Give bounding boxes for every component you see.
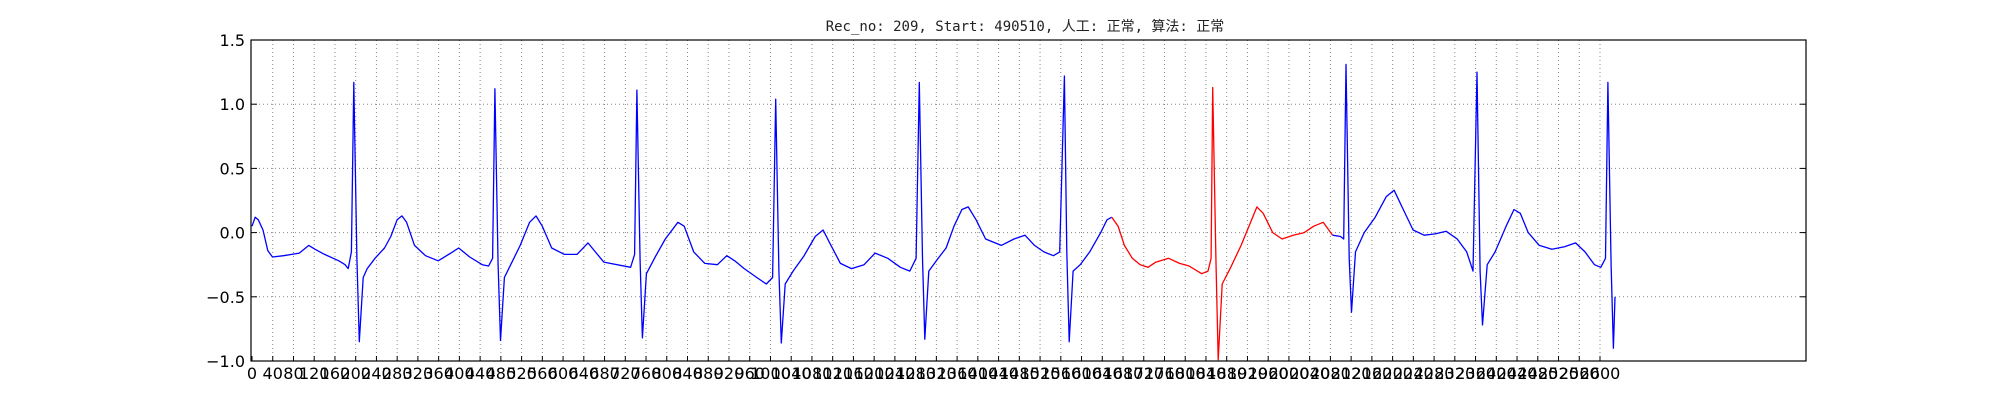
x-tick-label: 2080 bbox=[1310, 364, 1351, 383]
x-tick-label: 2280 bbox=[1414, 364, 1455, 383]
x-tick-label: 1760 bbox=[1144, 364, 1185, 383]
chart-title: Rec_no: 209, Start: 490510, 人工: 正常, 算法: … bbox=[826, 19, 1225, 35]
ecg-segment bbox=[251, 75, 1113, 344]
x-tick-label: 160 bbox=[320, 364, 351, 383]
x-tick-label: 480 bbox=[486, 364, 517, 383]
y-tick-label: 0.0 bbox=[220, 224, 245, 243]
ecg-segment-highlighted bbox=[1111, 86, 1334, 361]
y-tick-label: 0.5 bbox=[220, 159, 245, 178]
x-tick-label: 1480 bbox=[999, 364, 1040, 383]
x-tick-label: 800 bbox=[651, 364, 682, 383]
grid bbox=[251, 40, 1806, 361]
x-tick-label: 320 bbox=[403, 364, 434, 383]
x-tick-label: 1520 bbox=[1020, 364, 1061, 383]
x-tick-label: 2240 bbox=[1393, 364, 1434, 383]
x-tick-label: 1600 bbox=[1061, 364, 1102, 383]
x-tick-label: 880 bbox=[693, 364, 724, 383]
x-tick-label: 680 bbox=[589, 364, 620, 383]
x-tick-label: 1080 bbox=[792, 364, 833, 383]
x-tick-label: 920 bbox=[714, 364, 745, 383]
x-tick-label: 1960 bbox=[1248, 364, 1289, 383]
x-tick-label: 1920 bbox=[1227, 364, 1268, 383]
x-axis: 0 40 8012016020024028032036040044048052056… bbox=[247, 356, 1620, 383]
x-tick-label: 280 bbox=[382, 364, 413, 383]
x-tick-label: 1560 bbox=[1040, 364, 1081, 383]
x-tick-label: 2320 bbox=[1434, 364, 1475, 383]
x-tick-label: 360 bbox=[423, 364, 454, 383]
y-tick-label: −1.0 bbox=[206, 352, 245, 371]
x-tick-label: 2160 bbox=[1352, 364, 1393, 383]
ecg-segment bbox=[1332, 63, 1616, 349]
x-tick-label: 1720 bbox=[1123, 364, 1164, 383]
x-tick-label: 2040 bbox=[1289, 364, 1330, 383]
x-tick-label: 1320 bbox=[916, 364, 957, 383]
x-tick-label: 1840 bbox=[1186, 364, 1227, 383]
y-tick-label: 1.5 bbox=[220, 31, 245, 50]
x-tick-label: 1040 bbox=[771, 364, 812, 383]
x-tick-label: 1240 bbox=[875, 364, 916, 383]
x-tick-label: 2520 bbox=[1538, 364, 1579, 383]
x-tick-label: 2600 bbox=[1580, 364, 1621, 383]
x-tick-label: 240 bbox=[361, 364, 392, 383]
x-tick-label: 1160 bbox=[833, 364, 874, 383]
x-tick-label: 1640 bbox=[1082, 364, 1123, 383]
x-tick-label: 1400 bbox=[957, 364, 998, 383]
x-tick-label: 2480 bbox=[1517, 364, 1558, 383]
x-tick-label: 720 bbox=[610, 364, 641, 383]
x-tick-label: 120 bbox=[299, 364, 330, 383]
x-tick-label: 840 bbox=[672, 364, 703, 383]
ecg-trace bbox=[251, 63, 1616, 361]
x-tick-label: 40 bbox=[263, 364, 283, 383]
x-tick-label: 2560 bbox=[1559, 364, 1600, 383]
x-tick-label: 2440 bbox=[1497, 364, 1538, 383]
plot-area-frame bbox=[250, 39, 1807, 362]
y-tick-label: 1.0 bbox=[220, 95, 245, 114]
x-tick-label: 1680 bbox=[1103, 364, 1144, 383]
x-tick-label: 0 bbox=[247, 364, 257, 383]
x-tick-label: 2120 bbox=[1331, 364, 1372, 383]
y-axis: −1.0 −0.5 0.0 0.5 1.0 1.5 bbox=[206, 31, 1806, 371]
x-tick-label: 560 bbox=[527, 364, 558, 383]
x-tick-label: 1880 bbox=[1206, 364, 1247, 383]
x-tick-label: 2400 bbox=[1476, 364, 1517, 383]
x-tick-label: 1200 bbox=[854, 364, 895, 383]
x-tick-label: 2360 bbox=[1455, 364, 1496, 383]
x-tick-label: 200 bbox=[340, 364, 371, 383]
x-tick-label: 1440 bbox=[978, 364, 1019, 383]
x-tick-label: 1800 bbox=[1165, 364, 1206, 383]
x-tick-label: 440 bbox=[465, 364, 496, 383]
x-tick-label: 80 bbox=[283, 364, 303, 383]
x-tick-label: 1000 bbox=[750, 364, 791, 383]
y-tick-label: −0.5 bbox=[206, 288, 245, 307]
x-tick-label: 400 bbox=[444, 364, 475, 383]
x-tick-label: 2200 bbox=[1372, 364, 1413, 383]
x-tick-label: 2000 bbox=[1269, 364, 1310, 383]
x-tick-label: 1360 bbox=[937, 364, 978, 383]
x-tick-label: 1120 bbox=[812, 364, 853, 383]
x-tick-label: 1280 bbox=[895, 364, 936, 383]
x-tick-label: 600 bbox=[548, 364, 579, 383]
x-tick-label: 520 bbox=[506, 364, 537, 383]
x-tick-label: 640 bbox=[569, 364, 600, 383]
x-tick-label: 960 bbox=[734, 364, 765, 383]
x-tick-label: 760 bbox=[631, 364, 662, 383]
